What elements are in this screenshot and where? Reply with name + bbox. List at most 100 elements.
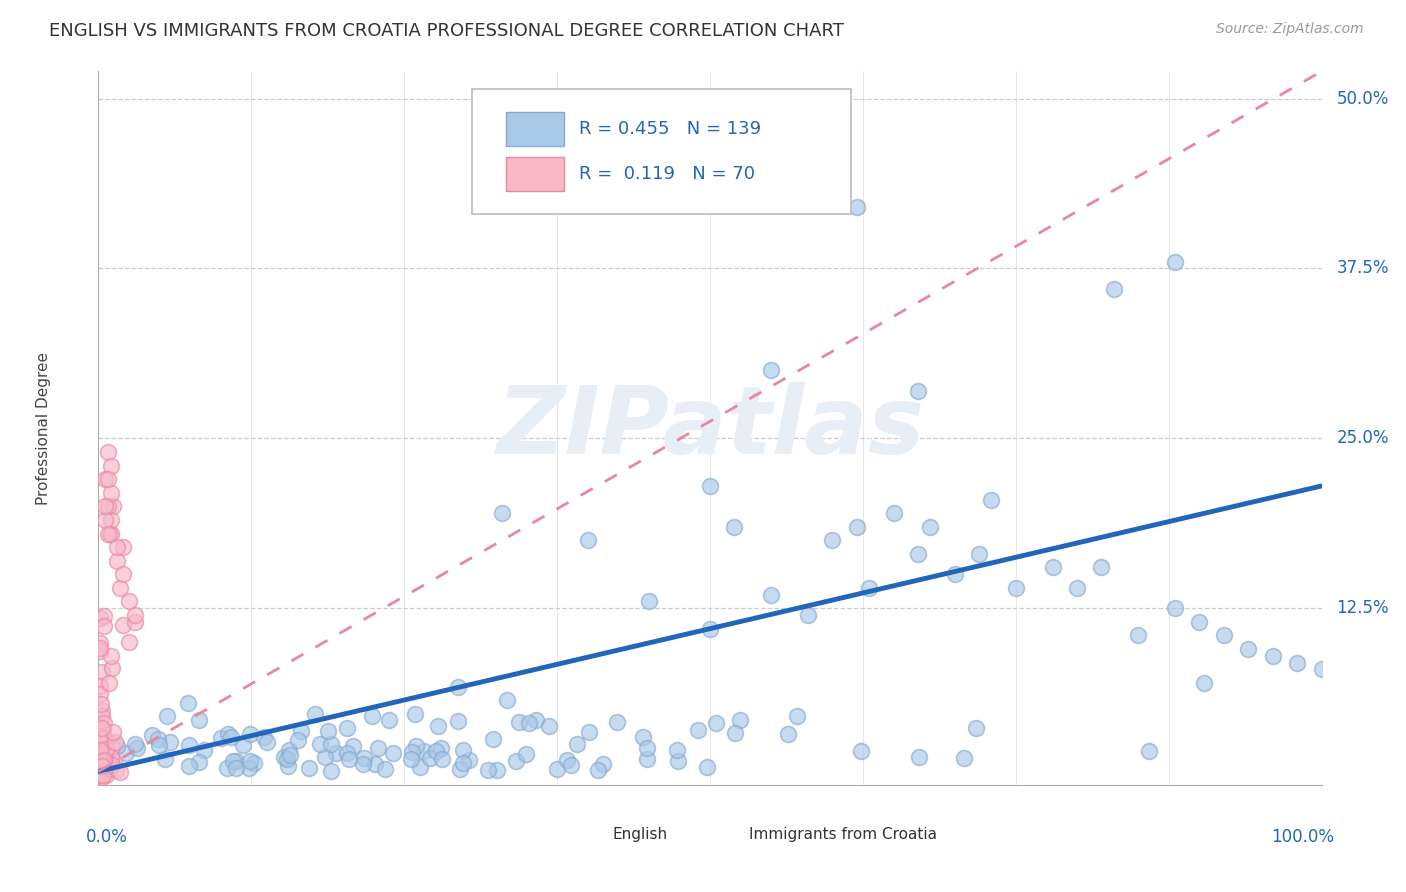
Point bbox=[105, 540, 128, 554]
Point bbox=[447, 714, 470, 728]
Point bbox=[124, 737, 146, 751]
Point bbox=[637, 594, 661, 608]
Point bbox=[91, 721, 114, 735]
Point bbox=[849, 744, 872, 758]
Point bbox=[586, 763, 609, 777]
Point bbox=[100, 458, 122, 473]
Point bbox=[105, 763, 128, 777]
Point bbox=[1164, 601, 1187, 615]
Point bbox=[761, 588, 783, 602]
Point bbox=[409, 760, 432, 774]
Point bbox=[578, 724, 600, 739]
Point bbox=[89, 679, 111, 693]
Point bbox=[797, 608, 820, 623]
Point bbox=[482, 732, 505, 747]
Point bbox=[90, 764, 112, 779]
Point bbox=[105, 739, 128, 754]
Text: 0.0%: 0.0% bbox=[86, 828, 128, 846]
Point bbox=[91, 704, 114, 718]
Point bbox=[404, 707, 426, 722]
Point bbox=[115, 746, 138, 760]
Point bbox=[505, 754, 527, 768]
Point bbox=[153, 752, 176, 766]
Point bbox=[560, 758, 582, 772]
Point bbox=[97, 676, 120, 690]
Point bbox=[193, 743, 215, 757]
Point bbox=[451, 743, 474, 757]
Point bbox=[858, 581, 880, 595]
Point bbox=[374, 762, 396, 776]
Point bbox=[980, 492, 1002, 507]
Point bbox=[111, 567, 134, 582]
Point bbox=[90, 697, 112, 711]
Point bbox=[1164, 254, 1187, 268]
Point bbox=[730, 714, 752, 728]
Point bbox=[1192, 675, 1215, 690]
Text: R =  0.119   N = 70: R = 0.119 N = 70 bbox=[579, 165, 755, 183]
Point bbox=[920, 519, 942, 533]
Point bbox=[304, 706, 326, 721]
Point bbox=[141, 728, 163, 742]
Point bbox=[93, 619, 115, 633]
Point bbox=[100, 485, 122, 500]
Point bbox=[953, 750, 976, 764]
Point bbox=[786, 709, 808, 723]
Point bbox=[845, 519, 868, 533]
Point bbox=[179, 759, 201, 773]
Point bbox=[94, 768, 117, 782]
Point bbox=[367, 740, 389, 755]
Text: 12.5%: 12.5% bbox=[1336, 599, 1389, 617]
Point bbox=[412, 744, 434, 758]
Point bbox=[1090, 560, 1112, 574]
Point bbox=[447, 681, 470, 695]
Point bbox=[101, 661, 124, 675]
Point bbox=[93, 750, 115, 764]
Point bbox=[118, 594, 141, 608]
Point bbox=[405, 739, 427, 754]
Point bbox=[253, 730, 276, 744]
Point bbox=[321, 737, 343, 751]
FancyBboxPatch shape bbox=[471, 89, 851, 214]
Point bbox=[606, 714, 628, 729]
Point bbox=[91, 755, 114, 769]
Point bbox=[290, 723, 312, 738]
Point bbox=[555, 752, 578, 766]
Point bbox=[112, 618, 135, 632]
Point bbox=[336, 721, 359, 735]
Point bbox=[399, 752, 422, 766]
Point bbox=[1237, 642, 1260, 657]
Point bbox=[97, 445, 120, 459]
Point bbox=[425, 744, 447, 758]
Point bbox=[666, 754, 689, 768]
Point bbox=[101, 740, 124, 755]
Point bbox=[118, 635, 141, 649]
Point bbox=[636, 751, 658, 765]
Point bbox=[907, 547, 929, 561]
Point bbox=[1042, 560, 1064, 574]
Point bbox=[360, 709, 382, 723]
Point bbox=[1212, 628, 1234, 642]
Point bbox=[1128, 628, 1150, 642]
Point bbox=[1310, 662, 1333, 676]
Point bbox=[103, 725, 125, 739]
Point bbox=[537, 719, 560, 733]
Point bbox=[217, 761, 239, 775]
Point bbox=[449, 762, 471, 776]
Point bbox=[364, 756, 387, 771]
Point bbox=[124, 615, 146, 629]
Point bbox=[576, 533, 599, 548]
Point bbox=[91, 768, 114, 782]
Point bbox=[93, 513, 115, 527]
Point bbox=[93, 731, 115, 745]
Point bbox=[276, 752, 298, 766]
Text: English: English bbox=[612, 828, 668, 842]
Point bbox=[316, 724, 339, 739]
Point bbox=[325, 746, 347, 760]
Point bbox=[148, 732, 170, 747]
Point bbox=[104, 735, 127, 749]
Point bbox=[256, 735, 278, 749]
Point bbox=[89, 640, 111, 655]
Point bbox=[1004, 581, 1026, 595]
Point bbox=[517, 715, 540, 730]
Text: R = 0.455   N = 139: R = 0.455 N = 139 bbox=[579, 120, 761, 138]
